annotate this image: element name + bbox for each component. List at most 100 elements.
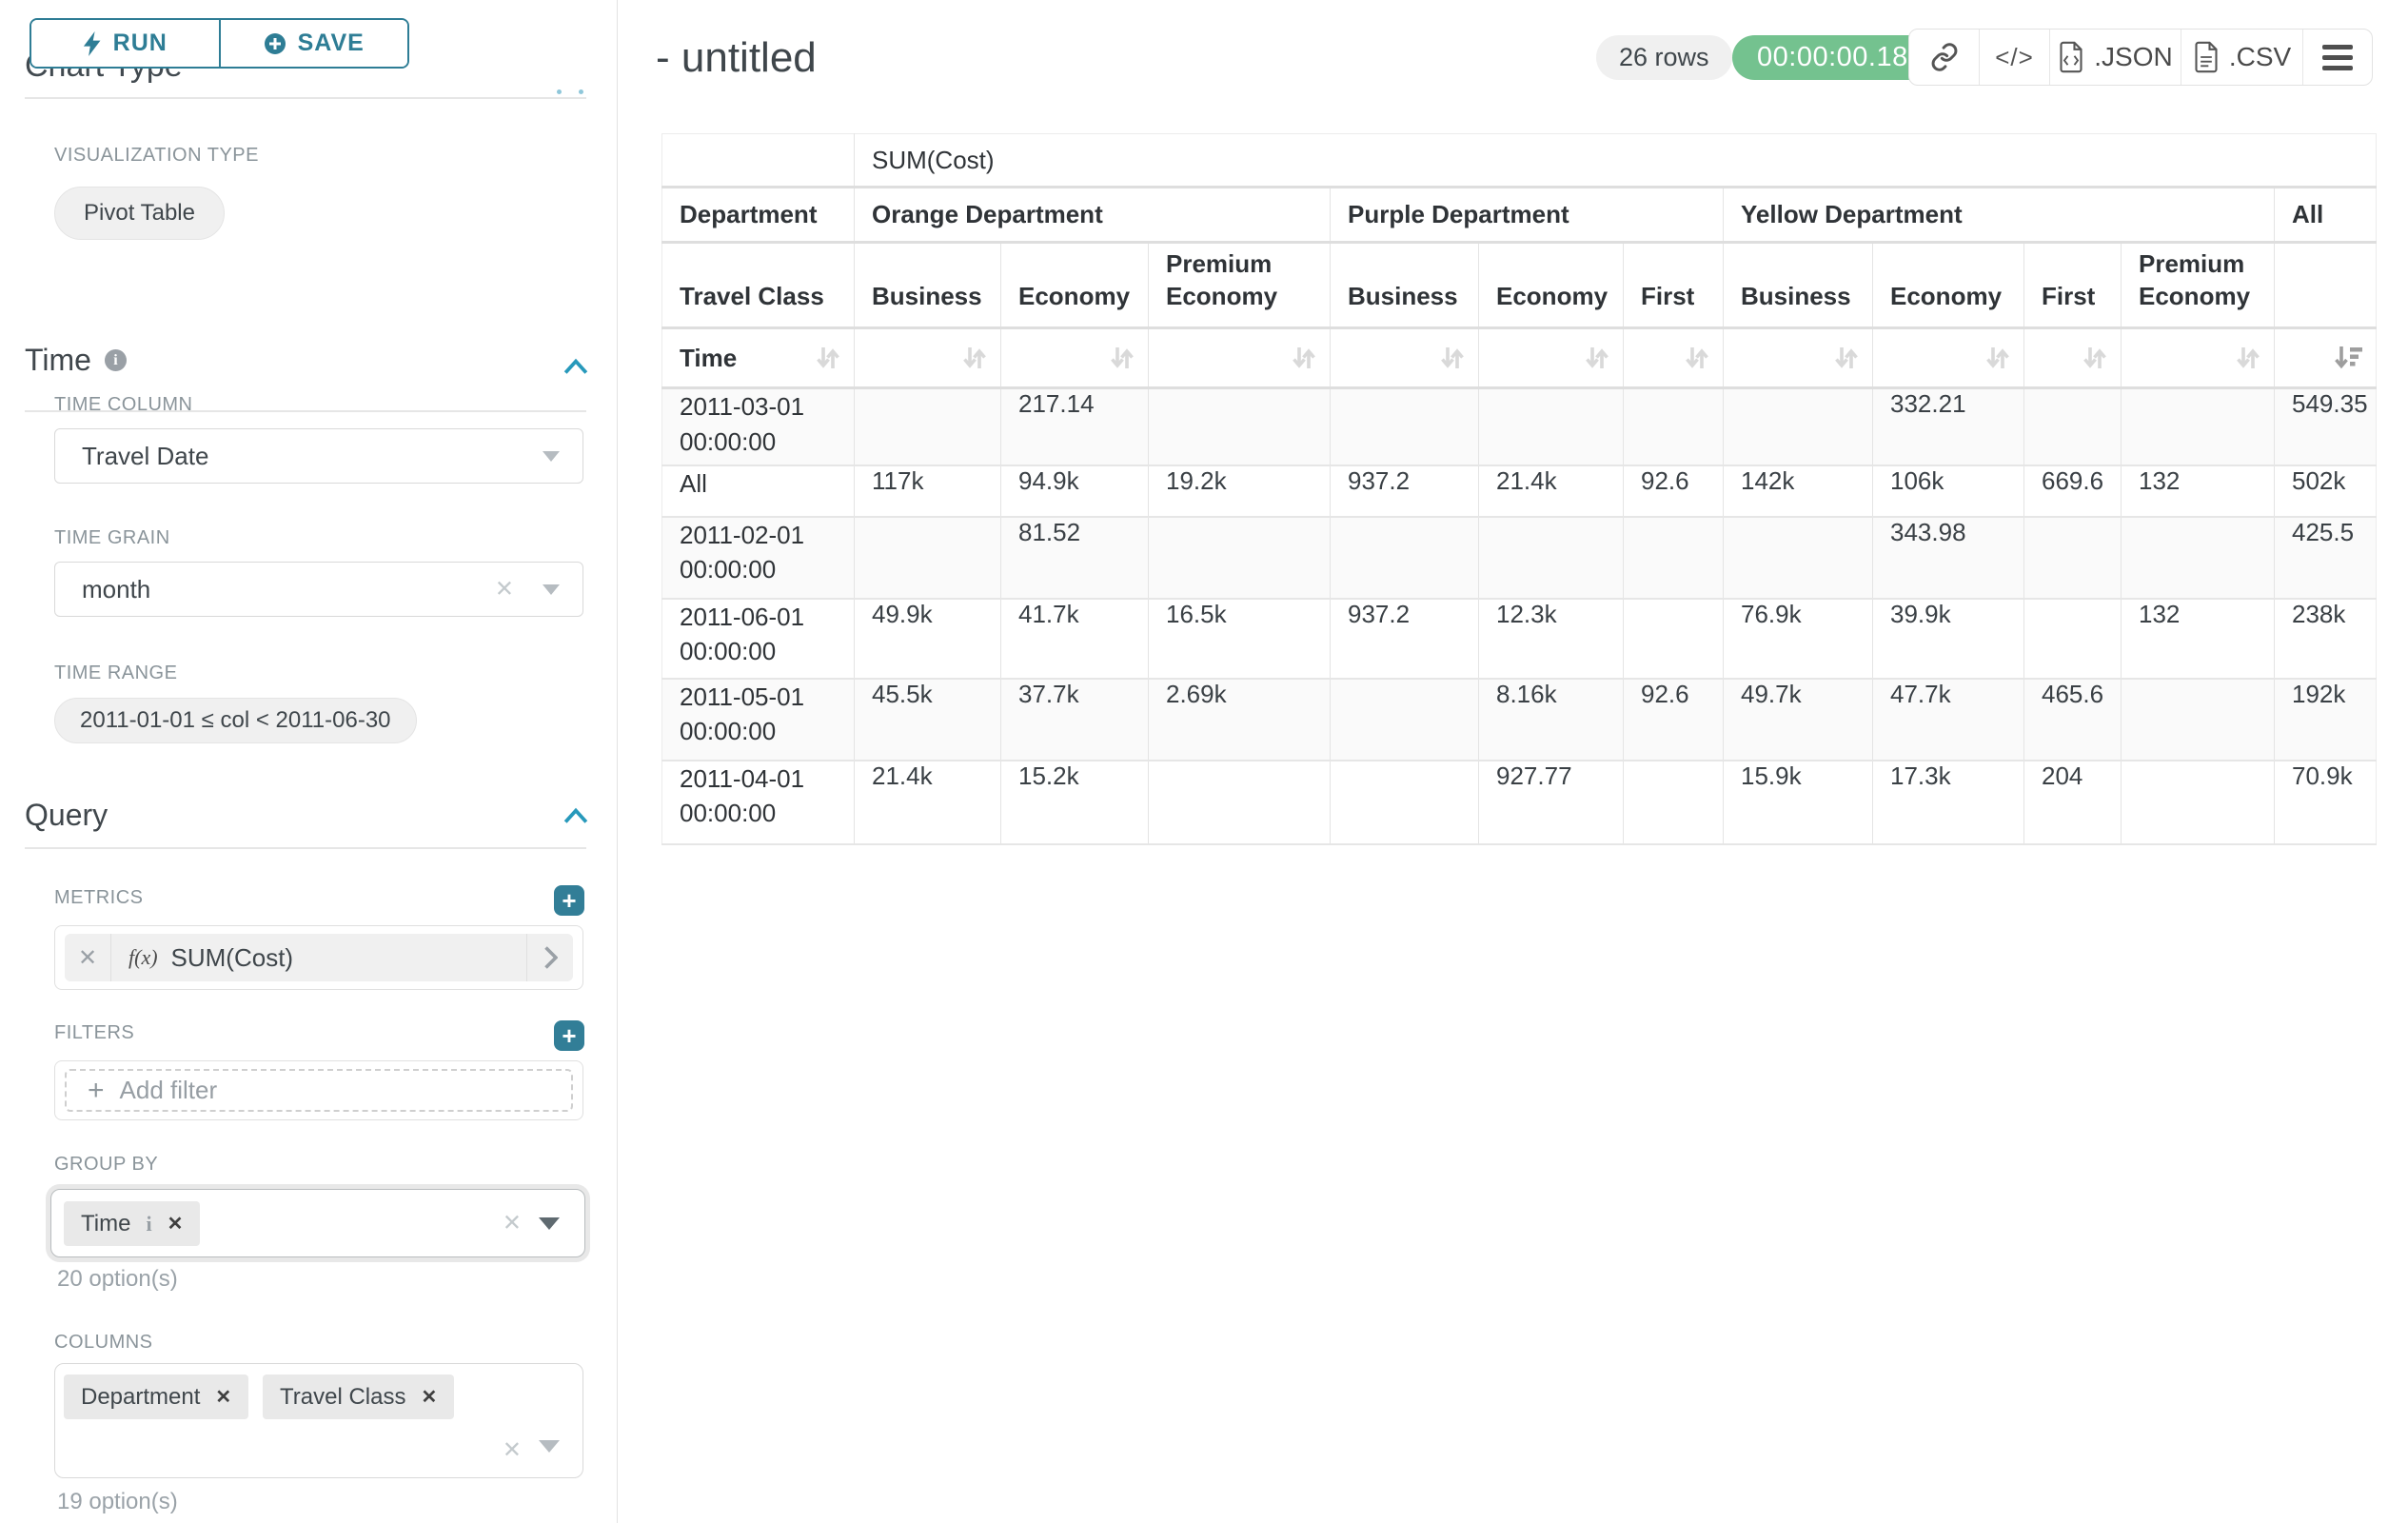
remove-chip-icon[interactable]: ✕	[421, 1387, 438, 1408]
pivot-value-cell	[1148, 760, 1331, 844]
columns-select[interactable]: Department ✕ Travel Class ✕ ✕	[54, 1363, 583, 1478]
pivot-data-row: 2011-04-01 00:00:00 21.4k 15.2k 927.77 15.9k…	[661, 760, 2377, 844]
clear-icon[interactable]: ✕	[502, 1210, 522, 1236]
sort-icon[interactable]	[1834, 345, 1859, 371]
pivot-value-cell: 21.4k	[854, 760, 1001, 844]
add-filter-plus-button[interactable]: +	[554, 1020, 584, 1051]
export-json-button[interactable]: .JSON	[2049, 30, 2181, 85]
info-icon[interactable]: i	[146, 1211, 152, 1236]
metric-name: SUM(Cost)	[170, 942, 294, 972]
sort-icon[interactable]	[1585, 345, 1609, 371]
group-by-select[interactable]: Time i ✕ ✕	[50, 1189, 585, 1257]
remove-chip-icon[interactable]: ✕	[215, 1387, 232, 1408]
add-filter-dropzone[interactable]: + Add filter	[65, 1069, 573, 1112]
export-csv-button[interactable]: .CSV	[2181, 30, 2302, 85]
chip-label: Travel Class	[280, 1383, 406, 1410]
pivot-sort-cell	[1000, 327, 1149, 389]
filters-container: + Add filter	[54, 1060, 583, 1120]
filters-label: FILTERS	[54, 1022, 135, 1043]
pivot-value-cell: 19.2k	[1148, 465, 1331, 517]
time-column-select[interactable]: Travel Date	[54, 428, 583, 484]
pivot-metric-header: SUM(Cost)	[853, 133, 2377, 188]
pivot-value-cell	[2023, 598, 2122, 679]
pivot-value-cell	[2121, 760, 2275, 844]
time-range-pill[interactable]: 2011-01-01 ≤ col < 2011-06-30	[54, 698, 417, 743]
pivot-value-cell	[1623, 516, 1724, 599]
sort-desc-active-icon[interactable]	[2334, 345, 2363, 371]
pivot-data-row: 2011-06-01 00:00:00 49.9k 41.7k 16.5k 937.2 1…	[661, 598, 2377, 679]
save-button[interactable]: SAVE	[220, 20, 407, 67]
sort-icon[interactable]	[1292, 345, 1316, 371]
pivot-value-cell: 549.35	[2273, 387, 2377, 465]
pivot-value-cell	[1623, 387, 1724, 465]
pivot-row-header: 2011-02-01 00:00:00	[680, 520, 805, 584]
pivot-group-header: All	[2273, 187, 2377, 244]
remove-chip-icon[interactable]: ✕	[167, 1214, 184, 1235]
query-section-heading: Query	[25, 798, 108, 833]
pivot-col-header: Premium Economy	[2121, 242, 2275, 329]
pivot-value-cell	[1148, 387, 1331, 465]
collapse-time-chevron-icon[interactable]	[563, 358, 588, 375]
pivot-value-cell	[1148, 516, 1331, 599]
collapse-query-chevron-icon[interactable]	[563, 807, 588, 824]
more-options-button[interactable]	[2302, 30, 2372, 85]
expand-metric-icon[interactable]	[526, 934, 573, 981]
pivot-value-cell	[1330, 387, 1479, 465]
clear-icon[interactable]: ✕	[494, 576, 514, 603]
time-range-label: TIME RANGE	[54, 663, 178, 683]
pivot-value-cell	[2023, 516, 2122, 599]
pivot-value-cell	[1330, 760, 1479, 844]
pivot-col-header: Economy	[1000, 242, 1149, 329]
page-title[interactable]: - untitled	[656, 34, 817, 81]
sort-icon[interactable]	[1440, 345, 1465, 371]
section-collapse-dot	[557, 89, 562, 94]
sort-icon[interactable]	[2082, 345, 2107, 371]
control-panel: Chart Type RUN SAVE VISUALIZATION TYPE P…	[0, 0, 618, 1523]
pivot-value-cell: 106k	[1872, 465, 2024, 517]
sort-icon[interactable]	[1110, 345, 1135, 371]
columns-chip-department[interactable]: Department ✕	[64, 1375, 249, 1419]
time-grain-select[interactable]: month ✕	[54, 562, 583, 617]
viz-type-label: VISUALIZATION TYPE	[54, 145, 259, 166]
pivot-group-header: Purple Department	[1330, 187, 1724, 244]
view-query-button[interactable]: </>	[1979, 30, 2049, 85]
info-icon[interactable]: i	[104, 349, 127, 371]
pivot-value-cell: 15.9k	[1723, 760, 1873, 844]
group-by-chip[interactable]: Time i ✕	[64, 1201, 201, 1246]
pivot-data-row: All 117k 94.9k 19.2k 937.2 21.4k 92.6 142k 106k 6…	[661, 465, 2377, 517]
time-grain-value: month	[82, 574, 151, 603]
row-count-badge: 26 rows	[1596, 35, 1732, 80]
section-collapse-dot	[579, 89, 583, 94]
viz-type-pill[interactable]: Pivot Table	[54, 187, 225, 240]
pivot-value-cell	[2121, 516, 2275, 599]
time-grain-label: TIME GRAIN	[54, 527, 170, 548]
remove-metric-icon[interactable]: ✕	[65, 934, 111, 981]
group-by-label: GROUP BY	[54, 1154, 159, 1175]
sort-icon[interactable]	[1685, 345, 1709, 371]
run-save-button-group: RUN SAVE	[30, 18, 409, 69]
pivot-value-cell: 217.14	[1000, 387, 1149, 465]
pivot-sort-cell	[1723, 327, 1873, 389]
sort-icon[interactable]	[962, 345, 987, 371]
metric-pill[interactable]: ✕ f(x) SUM(Cost)	[65, 934, 573, 981]
pivot-row-label-department: Department	[661, 187, 855, 244]
pivot-value-cell: 425.5	[2273, 516, 2377, 599]
clear-icon[interactable]: ✕	[502, 1437, 522, 1463]
columns-chip-travel-class[interactable]: Travel Class ✕	[263, 1375, 455, 1419]
time-section-title: Time	[25, 343, 91, 377]
copy-link-button[interactable]	[1909, 30, 1979, 85]
pivot-sort-cell	[2273, 327, 2377, 389]
run-button[interactable]: RUN	[31, 20, 221, 67]
sort-icon[interactable]	[816, 345, 840, 371]
pivot-sort-cell	[1872, 327, 2024, 389]
sort-icon[interactable]	[2236, 345, 2260, 371]
pivot-value-cell	[854, 387, 1001, 465]
chevron-down-icon	[543, 451, 560, 462]
export-csv-label: .CSV	[2228, 42, 2292, 71]
pivot-value-cell: 76.9k	[1723, 598, 1873, 679]
pivot-value-cell: 465.6	[2023, 678, 2122, 761]
pivot-value-cell: 12.3k	[1478, 598, 1624, 679]
add-metric-button[interactable]: +	[554, 885, 584, 916]
sort-icon[interactable]	[1985, 345, 2010, 371]
lightning-icon	[83, 30, 101, 56]
